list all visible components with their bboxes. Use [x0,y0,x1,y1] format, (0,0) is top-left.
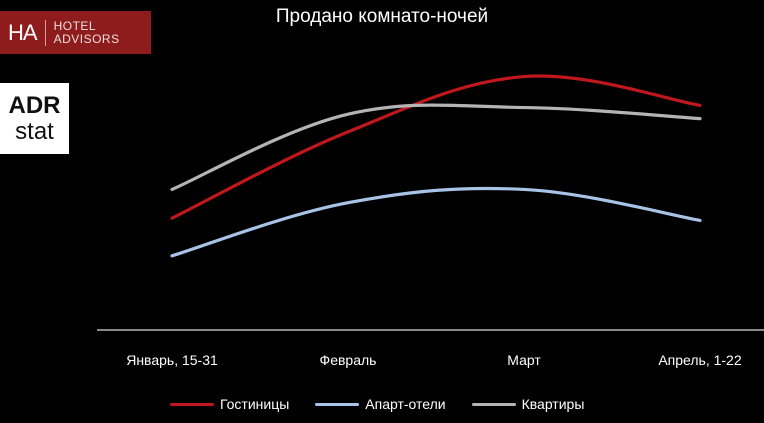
hotel-advisors-wordmark: HOTEL ADVISORS [46,18,120,46]
chart-title: Продано комнато-ночей [275,6,489,27]
legend-item-hotels: Гостиницы [170,396,289,412]
hotel-advisors-word-1: HOTEL [53,18,97,33]
x-tick-label: Март [507,352,541,368]
adr-stat-logo: ADR stat [0,83,69,154]
series-line-hotels [170,74,702,220]
legend-label: Апарт-отели [365,396,446,412]
hotel-advisors-logo: HA HOTEL ADVISORS [0,11,151,54]
adr-stat-logo-line1: ADR [8,91,61,119]
legend-item-apart-hotels: Апарт-отели [315,396,446,412]
chart-legend: Гостиницы Апарт-отели Квартиры [170,396,610,412]
legend-label: Гостиницы [220,396,290,412]
legend-swatch [315,402,360,406]
legend-swatch [170,402,214,406]
adr-stat-logo-line2: stat [15,117,54,145]
x-tick-label: Январь, 15-31 [126,352,218,368]
series-line-apartments [170,103,702,192]
x-tick-label: Февраль [320,352,377,368]
series-line-apart-hotels [170,186,702,258]
hotel-advisors-mark: HA [0,19,46,46]
legend-item-apartments: Квартиры [471,396,585,412]
legend-swatch [471,402,516,406]
x-tick-label: Апрель, 1-22 [658,352,742,368]
hotel-advisors-word-2: ADVISORS [53,31,120,46]
legend-label: Квартиры [521,396,585,412]
